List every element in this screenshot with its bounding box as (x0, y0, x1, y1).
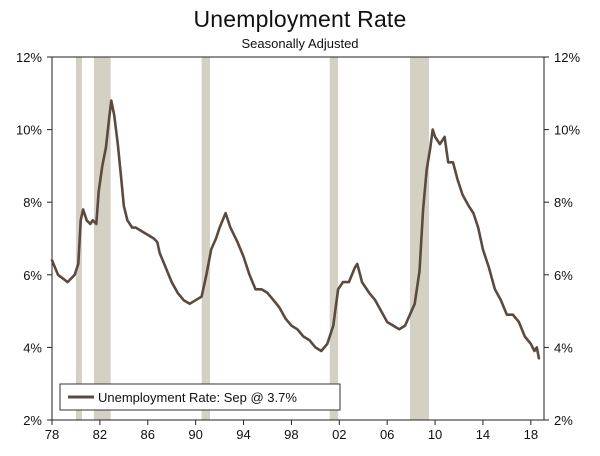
x-tick-label: 18 (524, 427, 538, 442)
y-tick-label-right: 10% (554, 123, 580, 138)
x-tick-label: 02 (332, 427, 346, 442)
y-tick-label-left: 10% (16, 123, 42, 138)
recession-band (201, 57, 211, 420)
y-tick-label-right: 6% (554, 268, 573, 283)
y-tick-label-left: 6% (23, 268, 42, 283)
plot-area-border (51, 56, 545, 421)
y-tick-label-right: 12% (554, 50, 580, 65)
x-tick-label: 94 (236, 427, 250, 442)
y-tick-label-right: 8% (554, 195, 573, 210)
y-axis-ticks: 2% 2% 4% 4% 6% 6% 8% 8% 10% 10% 12% 12% (16, 50, 580, 428)
series-line-unemployment-rate (50, 99, 541, 360)
y-tick-label-left: 2% (23, 413, 42, 428)
series-lines (50, 99, 541, 360)
x-tick-label: 86 (141, 427, 155, 442)
y-tick-label-right: 2% (554, 413, 573, 428)
recession-band (93, 57, 111, 420)
y-tick-label-right: 4% (554, 340, 573, 355)
recession-band (329, 57, 339, 420)
legend-box (59, 383, 341, 411)
chart-subtitle: Seasonally Adjusted (241, 36, 359, 51)
x-tick-label: 14 (476, 427, 490, 442)
x-tick-label: 82 (93, 427, 107, 442)
recession-bands (75, 57, 430, 420)
x-tick-label: 98 (284, 427, 298, 442)
recession-band (409, 57, 430, 420)
x-tick-label: 78 (45, 427, 59, 442)
chart-title: Unemployment Rate (193, 6, 407, 32)
x-tick-label: 10 (428, 427, 442, 442)
legend: Unemployment Rate: Sep @ 3.7% (59, 383, 341, 411)
y-tick-label-left: 12% (16, 50, 42, 65)
legend-label: Unemployment Rate: Sep @ 3.7% (98, 390, 297, 405)
y-tick-label-left: 8% (23, 195, 42, 210)
y-tick-label-left: 4% (23, 340, 42, 355)
x-tick-label: 90 (188, 427, 202, 442)
x-tick-label: 06 (380, 427, 394, 442)
x-axis-ticks: 78 82 86 90 94 98 02 06 10 14 18 (45, 420, 538, 442)
